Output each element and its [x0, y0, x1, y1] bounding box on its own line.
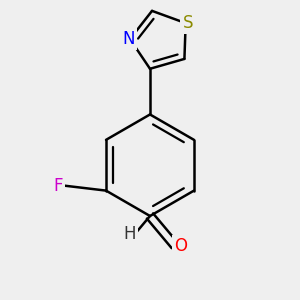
Text: O: O — [174, 237, 188, 255]
Text: H: H — [124, 225, 136, 243]
Text: F: F — [54, 176, 63, 194]
Text: N: N — [123, 30, 135, 48]
Text: S: S — [182, 14, 193, 32]
